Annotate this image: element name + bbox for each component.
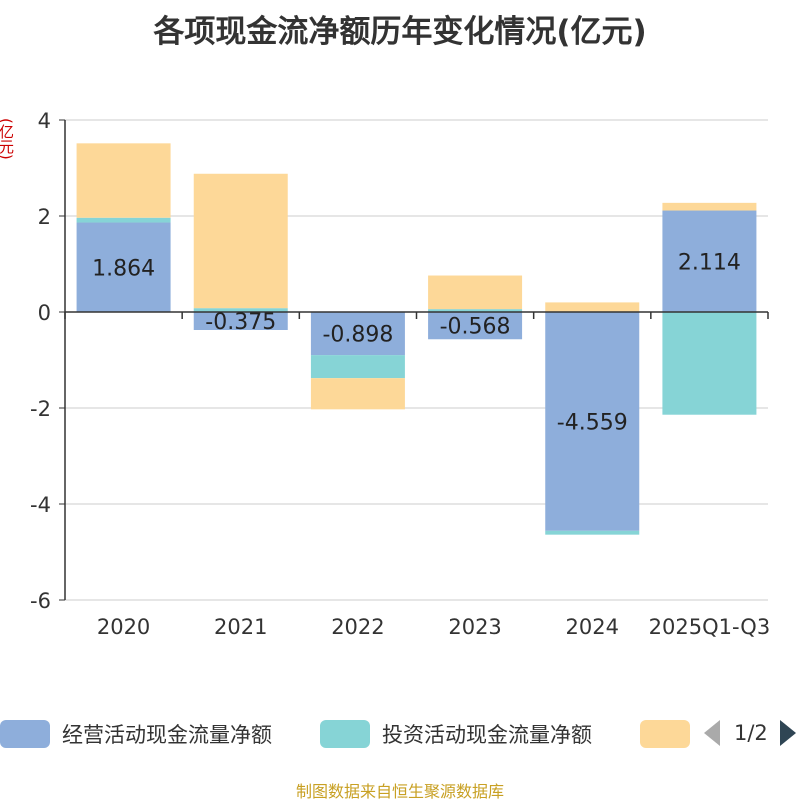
legend-label-operating: 经营活动现金流量净额 bbox=[62, 723, 272, 747]
bar-2022-series-1 bbox=[310, 355, 405, 379]
data-label-2024: -4.559 bbox=[557, 410, 628, 435]
y-axis-unit: (亿元) bbox=[0, 118, 15, 160]
bar-2021-series-2 bbox=[193, 173, 288, 309]
bar-2024-series-1 bbox=[545, 530, 640, 535]
pager-next-icon[interactable] bbox=[779, 720, 796, 746]
y-tick-label: 4 bbox=[38, 109, 51, 133]
bar-2020-series-2 bbox=[76, 143, 171, 218]
bar-2023-series-2 bbox=[428, 275, 523, 310]
bar-2025Q1-Q3-series-2 bbox=[662, 202, 757, 211]
bar-2022-series-0 bbox=[310, 312, 405, 356]
bar-2025Q1-Q3-series-0 bbox=[662, 210, 757, 312]
y-tick-label: -4 bbox=[30, 493, 51, 517]
data-source-note: 制图数据来自恒生聚源数据库 bbox=[295, 782, 504, 801]
pager-prev-icon[interactable] bbox=[704, 720, 720, 746]
bar-2021-series-0 bbox=[193, 312, 288, 330]
bar-2024-series-2 bbox=[545, 302, 640, 312]
x-tick-label: 2021 bbox=[214, 615, 267, 639]
x-tick-label: 2025Q1-Q3 bbox=[649, 615, 771, 639]
data-label-2025Q1-Q3: 2.114 bbox=[678, 250, 741, 275]
x-tick-label: 2022 bbox=[331, 615, 384, 639]
y-tick-label: -6 bbox=[30, 589, 51, 613]
data-label-2022: -0.898 bbox=[322, 323, 393, 348]
bar-2021-series-1 bbox=[193, 308, 288, 312]
bar-2024-series-0 bbox=[545, 312, 640, 531]
y-tick-label: -2 bbox=[30, 397, 51, 421]
grid-layer bbox=[65, 119, 768, 601]
cash-flow-chart: 4 2 0 -2 -4 -6 2020 2021 2022 2023 2024 2025Q1-Q3 1… bbox=[30, 109, 770, 639]
legend-item-financing[interactable] bbox=[640, 716, 690, 752]
legend-swatch-investing bbox=[320, 720, 370, 748]
bar-2023-series-1 bbox=[428, 309, 523, 312]
y-tick-label: 0 bbox=[38, 301, 51, 325]
axis-layer: 4 2 0 -2 -4 -6 2020 2021 2022 2023 2024 2025Q1-Q3 bbox=[30, 109, 770, 639]
data-label-2021: -0.375 bbox=[205, 310, 276, 335]
bar-2020-series-0 bbox=[76, 222, 171, 312]
x-tick-label: 2023 bbox=[448, 615, 501, 639]
pager-page-text: 1/2 bbox=[734, 721, 768, 745]
legend-pager: 1/2 bbox=[704, 720, 796, 746]
chart-title: 各项现金流净额历年变化情况(亿元) bbox=[153, 14, 647, 50]
bar-2023-series-0 bbox=[428, 312, 523, 340]
legend: 经营活动现金流量净额 投资活动现金流量净额 1/2 bbox=[0, 716, 800, 756]
legend-label-investing: 投资活动现金流量净额 bbox=[382, 723, 592, 747]
legend-swatch-financing bbox=[640, 720, 690, 748]
bar-2022-series-2 bbox=[310, 378, 405, 410]
data-label-2023: -0.568 bbox=[440, 315, 511, 340]
bar-layer bbox=[76, 143, 757, 535]
data-label-2020: 1.864 bbox=[92, 256, 155, 281]
label-layer: 1.864 -0.375 -0.898 -0.568 -4.559 2.114 bbox=[92, 250, 741, 435]
x-tick-label: 2024 bbox=[566, 615, 619, 639]
legend-item-investing[interactable]: 投资活动现金流量净额 bbox=[320, 716, 592, 752]
bar-2020-series-1 bbox=[76, 217, 171, 223]
x-tick-label: 2020 bbox=[97, 615, 150, 639]
y-tick-label: 2 bbox=[38, 205, 51, 229]
legend-swatch-operating bbox=[0, 720, 50, 748]
bar-2025Q1-Q3-series-1 bbox=[662, 312, 757, 415]
legend-item-operating[interactable]: 经营活动现金流量净额 bbox=[0, 716, 272, 752]
